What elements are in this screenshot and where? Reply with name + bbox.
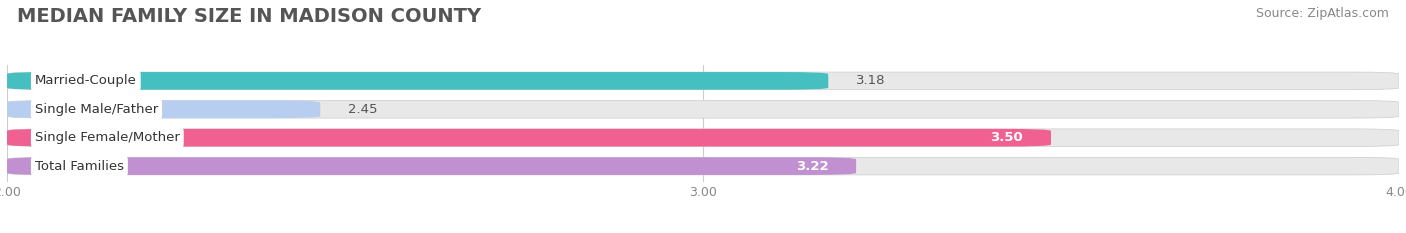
Text: 3.18: 3.18 (856, 74, 886, 87)
FancyBboxPatch shape (7, 72, 828, 90)
Text: Married-Couple: Married-Couple (35, 74, 136, 87)
Text: 2.45: 2.45 (349, 103, 378, 116)
FancyBboxPatch shape (7, 157, 1399, 175)
Text: 3.22: 3.22 (796, 160, 828, 173)
Text: 3.50: 3.50 (990, 131, 1024, 144)
FancyBboxPatch shape (7, 100, 1399, 118)
FancyBboxPatch shape (7, 157, 856, 175)
FancyBboxPatch shape (7, 129, 1050, 147)
Text: Single Female/Mother: Single Female/Mother (35, 131, 180, 144)
FancyBboxPatch shape (7, 72, 1399, 90)
Text: Source: ZipAtlas.com: Source: ZipAtlas.com (1256, 7, 1389, 20)
Text: MEDIAN FAMILY SIZE IN MADISON COUNTY: MEDIAN FAMILY SIZE IN MADISON COUNTY (17, 7, 481, 26)
Text: Single Male/Father: Single Male/Father (35, 103, 157, 116)
FancyBboxPatch shape (7, 100, 321, 118)
FancyBboxPatch shape (7, 129, 1399, 147)
Text: Total Families: Total Families (35, 160, 124, 173)
